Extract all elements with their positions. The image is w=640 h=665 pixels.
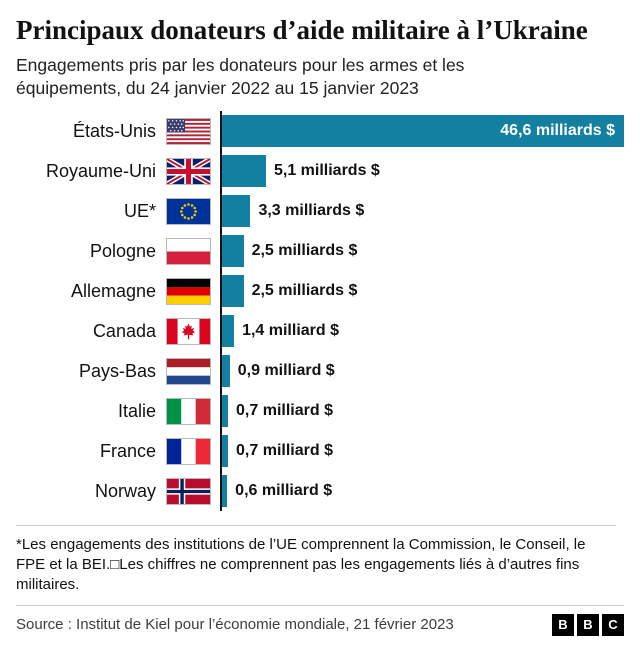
plot-area: 46,6 milliards $ xyxy=(220,111,624,152)
bar-row: Allemagne 2,5 milliards $ xyxy=(16,271,624,312)
bar-row: France 0,7 milliard $ xyxy=(16,431,624,472)
country-label: Pays-Bas xyxy=(78,360,156,381)
canada-flag-icon xyxy=(166,317,211,345)
plot-area: 2,5 milliards $ xyxy=(220,231,624,272)
germany-flag-icon xyxy=(166,277,211,305)
bar-row: Pologne 2,5 milliards $ xyxy=(16,231,624,272)
chart-subtitle: Engagements pris par les donateurs pour … xyxy=(16,54,465,98)
bar xyxy=(222,395,229,428)
bar xyxy=(222,195,251,228)
bar-row: Pays-Bas 0,9 milliard $ xyxy=(16,351,624,392)
country-label: États-Unis xyxy=(72,120,156,141)
country-label: UE* xyxy=(123,200,156,221)
bar-row: Norway 0,6 milliard $ xyxy=(16,471,624,512)
value-label: 0,7 milliard $ xyxy=(236,442,333,460)
plot-area: 1,4 milliard $ xyxy=(220,311,624,352)
plot-area: 5,1 milliards $ xyxy=(220,151,624,192)
footnote-text: *Les engagements des institutions de l’U… xyxy=(16,525,616,594)
page-title: Principaux donateurs d’aide militaire à … xyxy=(16,15,588,45)
us-flag-icon xyxy=(166,117,211,145)
country-label: France xyxy=(99,440,156,461)
chart-footer: Source : Institut de Kiel pour l’économi… xyxy=(16,604,624,636)
country-label: Norway xyxy=(94,480,156,501)
eu-flag-icon xyxy=(166,197,211,225)
bar-row: Canada 1,4 milliard $ xyxy=(16,311,624,352)
value-label: 2,5 milliards $ xyxy=(251,242,358,260)
country-label: Pologne xyxy=(89,240,156,261)
netherlands-flag-icon xyxy=(166,357,211,385)
norway-flag-icon xyxy=(166,477,211,505)
bbc-logo: B B C xyxy=(552,613,624,636)
value-label: 3,3 milliards $ xyxy=(258,202,365,220)
bar xyxy=(222,155,266,188)
bar-row: UE* 3,3 milliards $ xyxy=(16,191,624,232)
plot-area: 0,9 milliard $ xyxy=(220,351,624,392)
value-label: 0,9 milliard $ xyxy=(237,362,335,380)
value-label: 5,1 milliards $ xyxy=(273,162,380,180)
uk-flag-icon xyxy=(166,157,211,185)
country-label: Allemagne xyxy=(70,280,156,301)
country-label: Italie xyxy=(117,400,156,421)
plot-area: 0,6 milliard $ xyxy=(220,471,624,512)
bar xyxy=(222,355,230,388)
bar-row: Italie 0,7 milliard $ xyxy=(16,391,624,432)
source-text: Source : Institut de Kiel pour l’économi… xyxy=(16,616,454,634)
bar xyxy=(222,275,244,308)
bar xyxy=(222,315,235,348)
poland-flag-icon xyxy=(166,237,211,265)
plot-area: 0,7 milliard $ xyxy=(220,431,624,472)
bar xyxy=(222,115,624,148)
value-label: 0,7 milliard $ xyxy=(236,402,333,420)
bar-row: États-Unis xyxy=(16,111,624,152)
bar-chart: États-Unis xyxy=(16,111,624,512)
value-label: 1,4 milliard $ xyxy=(242,322,339,340)
value-label: 2,5 milliards $ xyxy=(251,282,358,300)
bar xyxy=(222,435,229,468)
france-flag-icon xyxy=(166,437,211,465)
value-label: 46,6 milliards $ xyxy=(500,122,615,140)
country-label: Canada xyxy=(92,320,156,341)
bar xyxy=(222,235,244,268)
bar-row: Royaume-Uni 5,1 milliards $ xyxy=(16,151,624,192)
plot-area: 2,5 milliards $ xyxy=(220,271,624,312)
plot-area: 3,3 milliards $ xyxy=(220,191,624,232)
value-label: 0,6 milliard $ xyxy=(235,482,333,500)
country-label: Royaume-Uni xyxy=(45,160,156,181)
bar xyxy=(222,475,228,508)
italy-flag-icon xyxy=(166,397,211,425)
plot-area: 0,7 milliard $ xyxy=(220,391,624,432)
bbc-logo-letter: B xyxy=(577,613,599,636)
bbc-logo-letter: B xyxy=(552,613,574,636)
bbc-logo-letter: C xyxy=(602,613,624,636)
chart-page: Principaux donateurs d’aide militaire à … xyxy=(16,15,624,636)
